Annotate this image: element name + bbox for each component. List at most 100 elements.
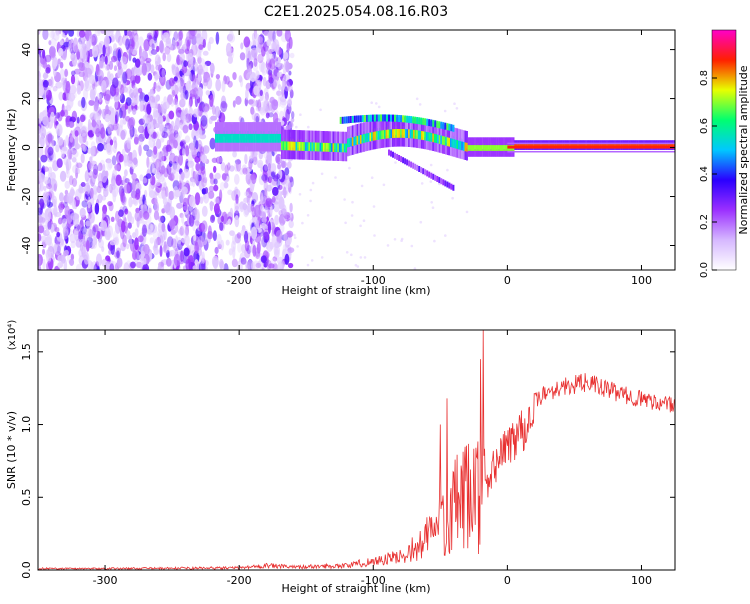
heatmap-cell: [219, 222, 224, 231]
heatmap-cell: [130, 261, 136, 269]
heatmap-cell: [467, 143, 470, 151]
heatmap-cell: [110, 216, 115, 222]
heatmap-cell: [528, 140, 531, 145]
heatmap-cell: [429, 163, 433, 167]
heatmap-cell: [231, 130, 233, 143]
heatmap-cell: [218, 139, 220, 152]
heatmap-cell: [525, 143, 528, 147]
heatmap-cell: [451, 196, 454, 200]
heatmap-cell: [300, 147, 303, 160]
heatmap-cell: [435, 131, 438, 143]
heatmap-cell: [229, 165, 235, 172]
heatmap-cell: [126, 260, 131, 266]
heatmap-cell: [184, 234, 190, 247]
heatmap-cell: [386, 114, 388, 122]
heatmap-cell: [137, 235, 144, 243]
heatmap-cell: [477, 143, 480, 151]
heatmap-cell: [286, 42, 291, 53]
heatmap-cell: [359, 224, 362, 228]
heatmap-cell: [404, 158, 407, 165]
heatmap-cell: [276, 156, 281, 163]
heatmap-cell: [327, 148, 330, 161]
heatmap-cell: [426, 118, 429, 126]
heatmap-cell: [488, 143, 491, 151]
heatmap-cell: [319, 148, 322, 161]
heatmap-cell: [76, 162, 83, 169]
heatmap-cell: [264, 91, 269, 101]
heatmap-cell: [181, 74, 185, 87]
heatmap-cell: [344, 221, 347, 225]
heatmap-cell: [96, 253, 102, 267]
heatmap-cell: [664, 140, 666, 145]
heatmap-cell: [406, 117, 409, 130]
heatmap-cell: [114, 114, 118, 126]
heatmap-cell: [260, 130, 262, 143]
heatmap-cell: [450, 183, 453, 190]
heatmap-cell: [440, 123, 443, 136]
heatmap-cell: [659, 140, 661, 145]
heatmap-cell: [398, 155, 401, 161]
heatmap-cell: [227, 162, 231, 171]
heatmap-cell: [102, 44, 106, 57]
heatmap-cell: [213, 184, 219, 192]
heatmap-cell: [478, 143, 481, 151]
heatmap-cell: [569, 143, 571, 147]
heatmap-cell: [480, 143, 483, 151]
heatmap-cell: [150, 223, 154, 231]
heatmap-cell: [282, 189, 289, 197]
heatmap-cell: [86, 31, 90, 42]
heatmap-cell: [97, 69, 104, 82]
heatmap-cell: [649, 143, 652, 147]
heatmap-cell: [38, 171, 41, 177]
heatmap-cell: [345, 131, 348, 144]
heatmap-cell: [127, 222, 132, 229]
heatmap-cell: [111, 155, 117, 166]
heatmap-cell: [134, 67, 142, 76]
heatmap-cell: [274, 249, 280, 258]
heatmap-cell: [490, 143, 492, 151]
heatmap-cell: [250, 122, 253, 134]
heatmap-cell: [163, 241, 167, 252]
heatmap-cell: [339, 116, 342, 124]
heatmap-cell: [148, 182, 154, 195]
heatmap-cell: [469, 143, 472, 151]
heatmap-cell: [252, 156, 258, 166]
heatmap-cell: [300, 130, 303, 142]
heatmap-cell: [38, 30, 41, 35]
heatmap-cell: [394, 152, 396, 159]
heatmap-cell: [60, 201, 65, 209]
heatmap-cell: [322, 139, 325, 152]
heatmap-cell: [424, 128, 426, 141]
heatmap-cell: [132, 250, 138, 261]
heatmap-cell: [350, 125, 352, 138]
heatmap-cell: [263, 139, 266, 152]
snr-xlabel: Height of straight line (km): [281, 582, 430, 595]
heatmap-cell: [347, 126, 349, 139]
heatmap-cell: [244, 130, 246, 143]
heatmap-cell: [193, 234, 197, 242]
heatmap-cell: [364, 121, 367, 134]
heatmap-cell: [499, 137, 502, 146]
heatmap-cell: [234, 139, 237, 152]
heatmap-cell: [194, 94, 199, 108]
heatmap-cell: [107, 201, 113, 207]
heatmap-cell: [636, 140, 639, 145]
heatmap-cell: [134, 237, 139, 251]
heatmap-cell: [596, 140, 599, 145]
heatmap-cell: [242, 139, 245, 152]
heatmap-cell: [573, 143, 576, 147]
heatmap-cell: [101, 80, 107, 93]
heatmap-cell: [53, 183, 57, 192]
heatmap-cell: [638, 140, 641, 145]
heatmap-cell: [67, 148, 72, 160]
heatmap-cell: [464, 148, 467, 160]
heatmap-cell: [501, 149, 504, 157]
heatmap-cell: [271, 99, 279, 111]
heatmap-cell: [73, 45, 79, 53]
heatmap-cell: [290, 138, 293, 151]
heatmap-cell: [249, 72, 256, 82]
heatmap-cell: [182, 197, 189, 211]
heatmap-cell: [337, 140, 340, 153]
heatmap-cell: [46, 209, 51, 221]
heatmap-cell: [112, 189, 117, 203]
